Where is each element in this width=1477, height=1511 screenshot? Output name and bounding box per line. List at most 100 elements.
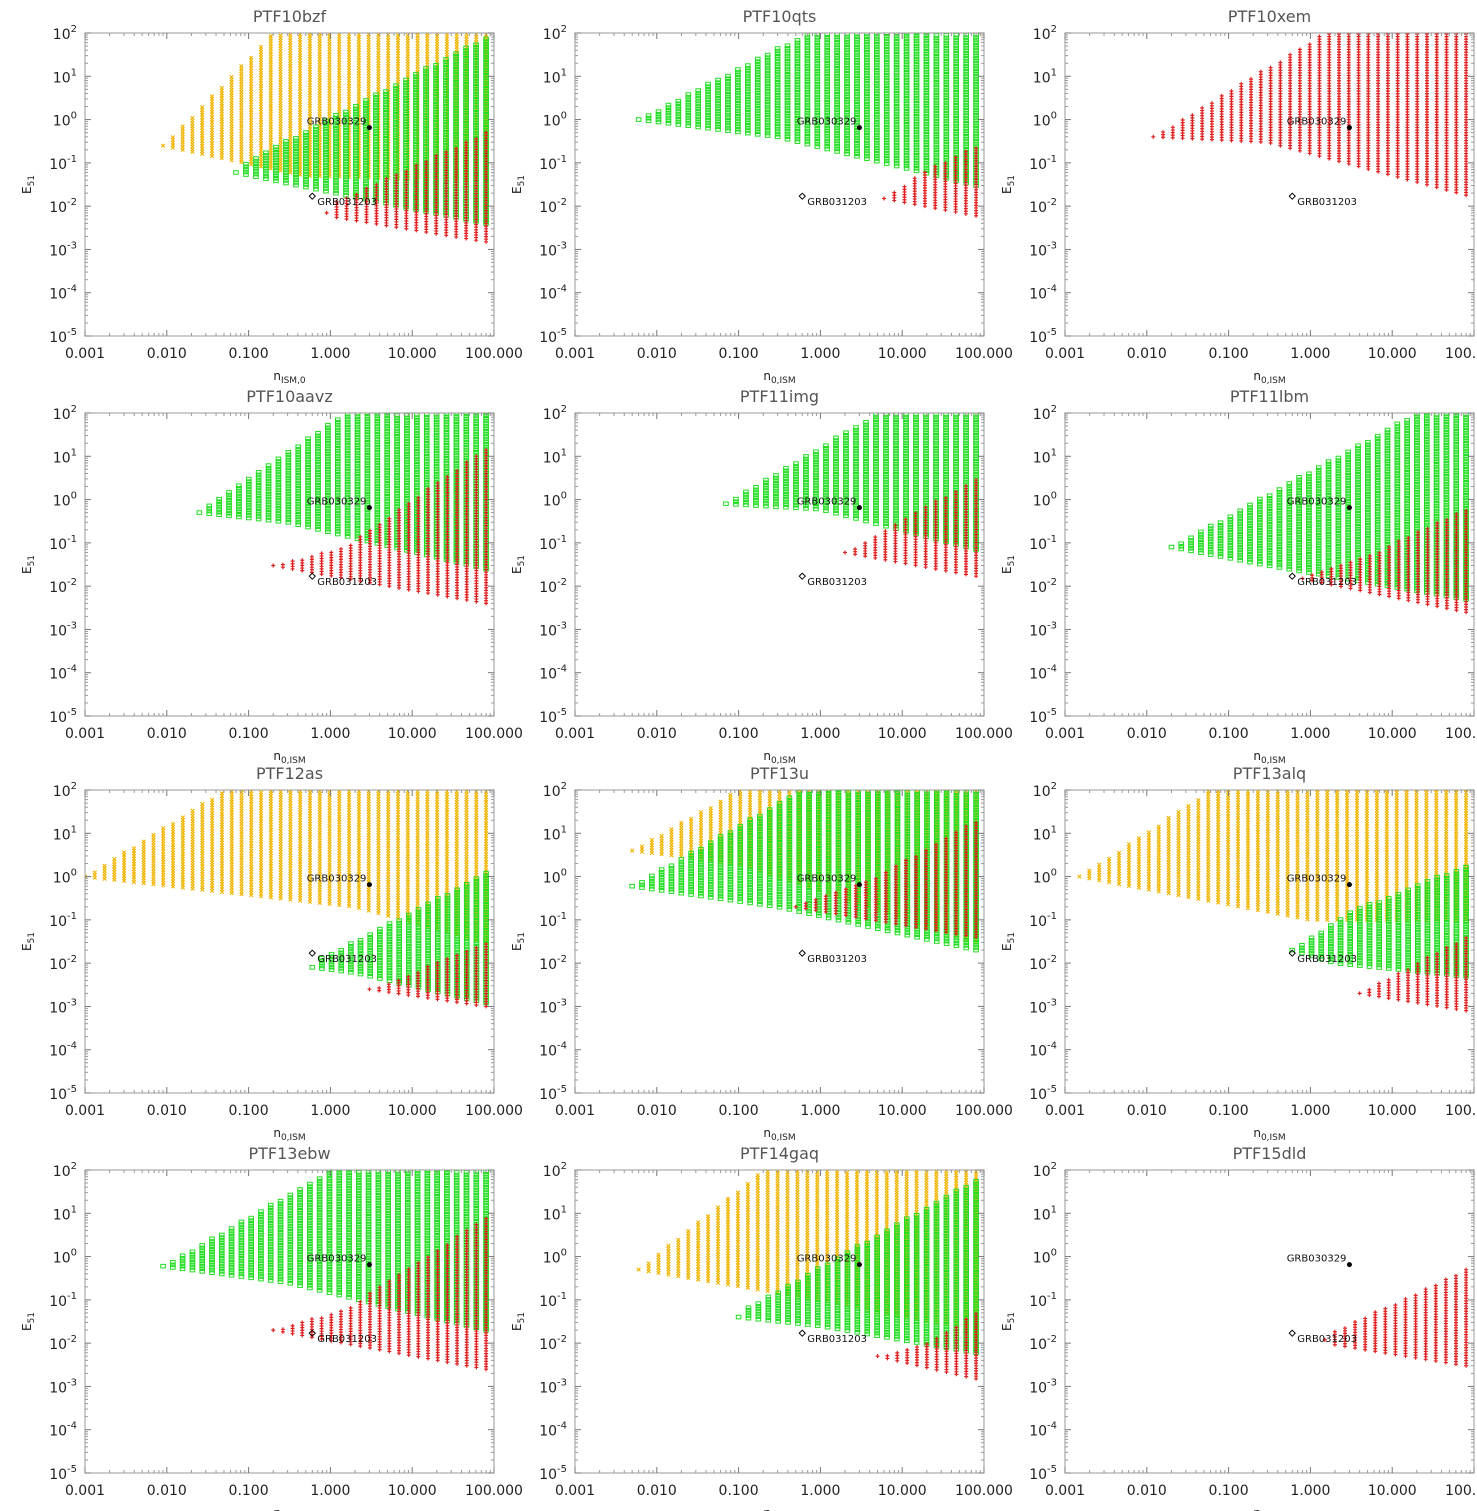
data-point xyxy=(453,103,459,108)
data-point xyxy=(463,126,469,131)
data-point xyxy=(353,155,359,161)
data-point xyxy=(293,138,299,144)
data-point xyxy=(413,77,419,82)
data-point xyxy=(453,113,459,119)
data-point xyxy=(453,66,459,72)
data-point xyxy=(303,135,309,141)
data-point xyxy=(443,103,449,109)
data-point xyxy=(343,172,349,177)
y-tick-label: 10-2 xyxy=(539,197,567,216)
data-point xyxy=(343,164,349,169)
data-point xyxy=(403,116,409,122)
data-point xyxy=(333,123,339,128)
data-point xyxy=(243,172,249,177)
data-point xyxy=(283,170,289,175)
data-point xyxy=(293,141,299,146)
y-tick-label: 100 xyxy=(543,111,567,130)
data-point xyxy=(263,173,269,179)
data-point xyxy=(363,150,369,155)
data-point xyxy=(443,80,449,86)
data-point xyxy=(473,65,479,71)
data-point xyxy=(324,210,329,215)
data-point xyxy=(453,126,459,132)
data-point xyxy=(433,122,439,128)
data-point xyxy=(313,166,319,171)
x-tick-label: 0.010 xyxy=(637,346,677,362)
data-point xyxy=(313,176,319,182)
data-point xyxy=(473,125,479,131)
data-point xyxy=(180,124,185,129)
data-point xyxy=(303,138,309,143)
data-point xyxy=(413,139,419,145)
data-point xyxy=(373,121,379,126)
data-point xyxy=(373,144,379,149)
data-point xyxy=(323,131,329,137)
data-point xyxy=(473,84,479,89)
data-point xyxy=(333,120,339,126)
data-point xyxy=(453,124,459,129)
data-point xyxy=(333,131,339,136)
data-point xyxy=(283,146,289,152)
data-point xyxy=(473,130,479,136)
data-point xyxy=(273,147,279,153)
data-point xyxy=(383,138,389,144)
data-point xyxy=(433,133,439,138)
data-point xyxy=(473,68,479,74)
data-point xyxy=(413,126,419,132)
y-tick-label: 10-3 xyxy=(49,240,77,259)
data-point xyxy=(423,125,429,131)
data-point xyxy=(433,73,439,78)
y-axis-label: E51 xyxy=(20,175,37,194)
data-point xyxy=(293,175,299,180)
data-point xyxy=(463,63,469,69)
region-red-plus xyxy=(1151,33,1469,198)
data-point xyxy=(323,188,329,194)
data-point xyxy=(443,142,449,148)
data-point xyxy=(403,119,409,124)
data-point xyxy=(343,130,349,136)
grb-label: GRB031203 xyxy=(807,197,867,208)
data-point xyxy=(337,33,342,37)
data-point xyxy=(423,110,429,115)
data-point xyxy=(393,158,399,164)
data-point xyxy=(483,86,489,91)
data-point xyxy=(473,120,479,125)
data-point xyxy=(393,148,399,154)
data-point xyxy=(1190,113,1195,118)
data-point xyxy=(433,143,439,149)
data-point xyxy=(333,133,339,139)
data-point xyxy=(413,87,419,93)
data-point xyxy=(483,111,489,117)
data-point xyxy=(393,119,399,125)
data-point xyxy=(473,96,479,102)
data-point xyxy=(273,165,279,171)
data-point xyxy=(443,109,449,114)
data-point xyxy=(303,164,309,169)
data-point xyxy=(393,114,399,120)
data-point xyxy=(383,159,389,164)
data-point xyxy=(453,82,459,88)
data-point xyxy=(383,154,389,159)
data-point xyxy=(393,153,399,159)
data-point xyxy=(453,121,459,127)
data-point xyxy=(403,124,409,130)
data-point xyxy=(463,97,469,103)
data-point xyxy=(373,159,379,165)
data-point xyxy=(353,132,359,138)
data-point xyxy=(343,133,349,138)
data-point xyxy=(303,153,309,159)
data-point xyxy=(373,97,379,103)
data-point xyxy=(353,137,359,143)
data-point xyxy=(403,140,409,145)
data-point xyxy=(483,83,489,89)
data-point xyxy=(333,180,339,186)
data-point xyxy=(343,143,349,149)
data-point xyxy=(413,108,419,113)
data-point xyxy=(323,144,329,150)
data-point xyxy=(403,121,409,127)
data-point xyxy=(253,166,259,172)
data-point xyxy=(353,111,359,117)
data-point xyxy=(463,66,469,72)
data-point xyxy=(243,167,249,172)
data-point xyxy=(403,145,409,150)
